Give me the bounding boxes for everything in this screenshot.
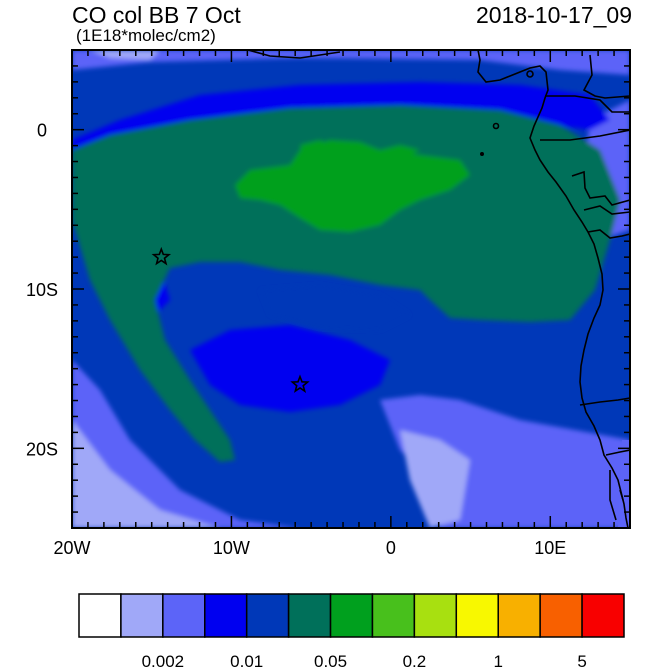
colorbar-box bbox=[204, 593, 248, 638]
field-dark-north bbox=[72, 82, 610, 165]
colorbar-box bbox=[120, 593, 164, 638]
plot-datetime: 2018-10-17_09 bbox=[475, 2, 632, 28]
border-1 bbox=[582, 54, 630, 99]
y-tick-label: 20S bbox=[26, 439, 58, 459]
y-tick-label: 10S bbox=[26, 280, 58, 300]
border-6 bbox=[587, 229, 630, 239]
border-4 bbox=[571, 170, 630, 206]
colorbar-label: 0.2 bbox=[403, 652, 427, 667]
coast-detail bbox=[619, 489, 624, 501]
colorbar-box bbox=[78, 593, 122, 638]
star-marker-south bbox=[290, 374, 310, 393]
colorbar-labels: 0.002 0.01 0.05 0.2 1 5 bbox=[142, 652, 587, 667]
star-marker-west bbox=[151, 246, 172, 266]
field-green-patch bbox=[300, 140, 335, 156]
x-tick-label: 10E bbox=[534, 538, 566, 558]
site-markers bbox=[151, 246, 310, 393]
axis-tick-labels: 20W 10W 0 10E 0 10S 20S bbox=[26, 121, 566, 558]
island-1 bbox=[526, 70, 534, 78]
plot-title: CO col BB 7 Oct bbox=[72, 2, 241, 28]
colorbar-box bbox=[413, 593, 458, 638]
axis-ticks bbox=[72, 50, 630, 528]
field-light-southeast bbox=[400, 430, 470, 528]
colorbar-box bbox=[245, 593, 290, 638]
colorbar-box bbox=[455, 593, 499, 638]
y-tick-label: 0 bbox=[37, 121, 47, 141]
border-3 bbox=[540, 129, 630, 141]
colorbar-box bbox=[539, 593, 583, 638]
co-concentration-field bbox=[72, 50, 630, 528]
colorbar-box bbox=[162, 593, 206, 638]
x-tick-label: 0 bbox=[386, 538, 396, 558]
border-5 bbox=[583, 205, 630, 215]
colorbar-label: 0.01 bbox=[230, 652, 263, 667]
field-dark-center bbox=[190, 325, 390, 412]
field-light-sw bbox=[72, 420, 220, 528]
field-plume bbox=[72, 105, 620, 462]
border-2 bbox=[545, 95, 630, 113]
colorbar-label: 1 bbox=[493, 652, 502, 667]
x-tick-label: 20W bbox=[53, 538, 90, 558]
plot-units: (1E18*molec/cm2) bbox=[76, 26, 216, 45]
colorbar-box bbox=[581, 593, 625, 638]
colorbar-box bbox=[497, 593, 541, 638]
colorbar-box bbox=[371, 593, 416, 638]
colorbar-box bbox=[287, 593, 332, 638]
field-fringe-north bbox=[72, 50, 630, 75]
border-7 bbox=[579, 397, 630, 406]
field-green-core bbox=[235, 140, 470, 232]
field-light-north bbox=[90, 50, 160, 60]
border-8 bbox=[605, 449, 630, 456]
colorbar-box bbox=[329, 593, 374, 638]
x-tick-label: 10W bbox=[213, 538, 250, 558]
field-plume-gap bbox=[260, 285, 410, 330]
border-9 bbox=[609, 470, 617, 521]
island-2 bbox=[492, 122, 500, 130]
colorbar bbox=[78, 593, 625, 638]
field-green-patch-2 bbox=[380, 145, 420, 158]
coastline bbox=[247, 50, 630, 528]
colorbar-label: 0.05 bbox=[314, 652, 347, 667]
island-3 bbox=[479, 152, 484, 157]
africa-coastline bbox=[477, 50, 629, 528]
colorbar-label: 5 bbox=[577, 652, 586, 667]
field-land-strip bbox=[618, 440, 630, 528]
colorbar-label: 0.002 bbox=[142, 652, 185, 667]
